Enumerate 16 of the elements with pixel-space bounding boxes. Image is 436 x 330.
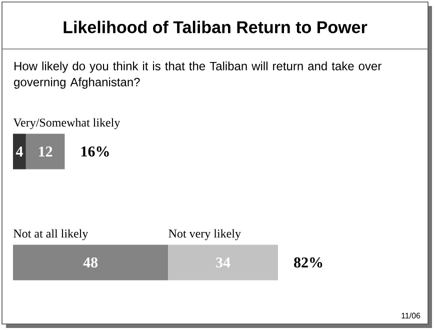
text: 11/06 [402,312,420,318]
bar [13,134,26,170]
annotation: Very/Somewhat likely [13,118,120,130]
total-label: 16% [81,146,109,157]
annotation: Not very likely [168,229,241,240]
annotation: Not at all likely [14,229,88,240]
bar [13,244,168,280]
data-label: 4 [16,146,23,156]
bar [168,244,278,280]
total-label: 82% [294,257,322,268]
bar [26,134,65,170]
chart-subtitle: How likely do you think it is that the Taliban will return and take over governing Afghanistan? [14,62,382,89]
chart-title: Likelihood of Taliban Return to Power [64,20,368,34]
data-label: 12 [39,146,52,156]
data-label: 34 [216,257,230,268]
data-label: 48 [83,257,98,268]
